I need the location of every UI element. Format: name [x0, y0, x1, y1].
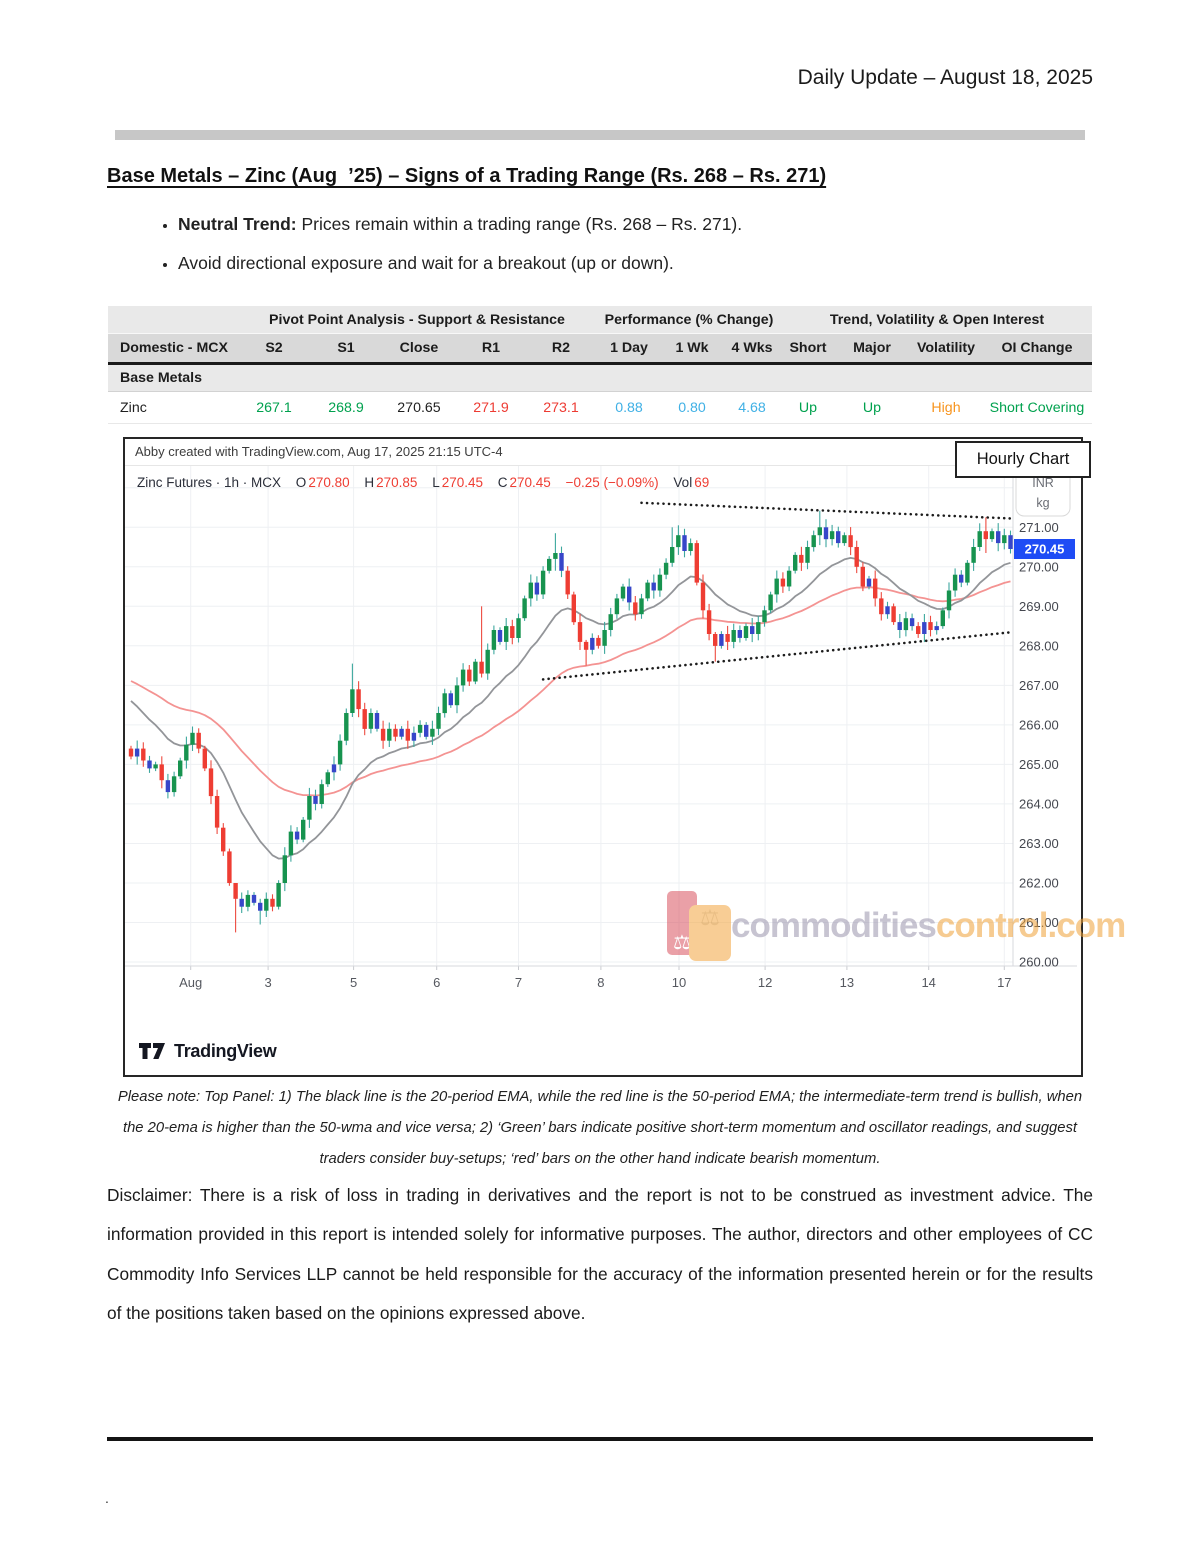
column-header-r1: R1	[481, 340, 501, 356]
svg-text:14: 14	[921, 975, 935, 990]
cell-1wk: 0.80	[678, 399, 706, 416]
legend-change: −0.25 (−0.09%)	[565, 475, 659, 490]
column-header-major: Major	[853, 340, 891, 356]
legend-high-label: H	[364, 475, 375, 490]
cell-close: 270.65	[397, 399, 441, 416]
cell-1day: 0.88	[615, 399, 643, 416]
svg-text:Aug: Aug	[179, 975, 202, 990]
bullet-text: Avoid directional exposure and wait for …	[178, 253, 674, 274]
svg-text:8: 8	[597, 975, 604, 990]
svg-text:265.00: 265.00	[1019, 757, 1059, 772]
column-header-short: Short	[789, 340, 827, 356]
svg-text:269.00: 269.00	[1019, 599, 1059, 614]
table-group-row: Pivot Point Analysis - Support & Resista…	[108, 306, 1092, 334]
chart-frame: Abby created with TradingView.com, Aug 1…	[123, 437, 1126, 1077]
cell-s1: 268.9	[328, 399, 364, 416]
svg-text:INR: INR	[1032, 476, 1054, 490]
table-header-row: Domestic - MCX S2 S1 Close R1 R2 1 Day 1…	[108, 334, 1092, 365]
legend-vol-value: 69	[694, 475, 710, 490]
bullet-item: Neutral Trend: Prices remain within a tr…	[178, 212, 1078, 237]
page-title: Daily Update – August 18, 2025	[797, 66, 1093, 89]
chart-credit: Abby created with TradingView.com, Aug 1…	[125, 439, 1081, 466]
column-header-volatility: Volatility	[916, 340, 976, 356]
legend-high-value: 270.85	[376, 475, 418, 490]
cell-s2: 267.1	[256, 399, 292, 416]
cell-4wks: 4.68	[738, 399, 766, 416]
column-header-1day: 1 Day	[610, 340, 648, 356]
group-label-performance: Performance (% Change)	[604, 311, 774, 328]
svg-text:267.00: 267.00	[1019, 678, 1059, 693]
svg-text:271.00: 271.00	[1019, 520, 1059, 535]
bullet-text: Prices remain within a trading range (Rs…	[296, 214, 743, 234]
svg-text:7: 7	[515, 975, 522, 990]
legend-low-value: 270.45	[441, 475, 483, 490]
svg-text:266.00: 266.00	[1019, 717, 1059, 732]
svg-text:263.00: 263.00	[1019, 836, 1059, 851]
hourly-chart-label: Hourly Chart	[955, 441, 1091, 478]
legend-vol-label: Vol	[673, 475, 693, 490]
section-row-label: Base Metals	[120, 370, 203, 386]
table-section-row: Base Metals	[108, 365, 1092, 392]
svg-text:kg: kg	[1036, 496, 1049, 510]
group-label-trend: Trend, Volatility & Open Interest	[829, 311, 1045, 328]
column-header-4wks: 4 Wks	[731, 340, 773, 356]
cell-major-trend: Up	[862, 399, 882, 416]
cell-r1: 271.9	[473, 399, 509, 416]
bullet-list: Neutral Trend: Prices remain within a tr…	[132, 212, 1078, 291]
legend-low-label: L	[432, 475, 440, 490]
svg-text:3: 3	[264, 975, 271, 990]
cell-r2: 273.1	[543, 399, 579, 416]
legend-symbol: Zinc Futures · 1h · MCX	[137, 475, 282, 490]
svg-text:261.00: 261.00	[1019, 915, 1059, 930]
column-header-1wk: 1 Wk	[675, 340, 709, 356]
legend-close-value: 270.45	[509, 475, 551, 490]
candlestick-chart: 260.00 261.00 262.00 263.00 264.00 265.00 266.…	[125, 466, 1077, 990]
column-header-close: Close	[399, 340, 439, 356]
chart-legend: Zinc Futures · 1h · MCX O 270.80 H 270.85 …	[137, 475, 711, 490]
chart-note: Please note: Top Panel: 1) The black lin…	[117, 1089, 1083, 1167]
pivot-table: Pivot Point Analysis - Support & Resista…	[108, 306, 1092, 424]
tradingview-footer: TradingView	[125, 1032, 1081, 1070]
svg-text:5: 5	[350, 975, 357, 990]
svg-text:264.00: 264.00	[1019, 796, 1059, 811]
group-label-pivot: Pivot Point Analysis - Support & Resista…	[269, 311, 565, 328]
svg-text:13: 13	[840, 975, 854, 990]
svg-text:260.00: 260.00	[1019, 955, 1059, 970]
cell-short-trend: Up	[798, 399, 818, 416]
cell-oi-change: Short Covering	[989, 399, 1085, 416]
column-header-s1: S1	[337, 340, 355, 356]
footer-dot: .	[105, 1490, 109, 1506]
section-title: Base Metals – Zinc (Aug ’25) – Signs of …	[107, 165, 827, 187]
tradingview-brand: TradingView	[174, 1040, 277, 1061]
bullet-lead: Neutral Trend:	[178, 214, 297, 234]
svg-text:12: 12	[758, 975, 772, 990]
header-divider	[115, 130, 1085, 140]
svg-text:262.00: 262.00	[1019, 876, 1059, 891]
svg-text:268.00: 268.00	[1019, 638, 1059, 653]
legend-open-label: O	[295, 475, 307, 490]
svg-text:10: 10	[672, 975, 686, 990]
cell-commodity: Zinc	[120, 399, 147, 416]
svg-text:6: 6	[433, 975, 440, 990]
bullet-item: Avoid directional exposure and wait for …	[178, 251, 1078, 276]
legend-close-label: C	[497, 475, 508, 490]
column-header-domestic: Domestic - MCX	[120, 340, 228, 356]
disclaimer: Disclaimer: There is a risk of loss in t…	[107, 1185, 1093, 1323]
column-header-s2: S2	[265, 340, 283, 356]
svg-text:17: 17	[997, 975, 1011, 990]
cell-volatility: High	[931, 399, 961, 416]
table-row: Zinc 267.1 268.9 270.65 271.9 273.1 0.88…	[108, 392, 1092, 424]
tradingview-logo-icon	[139, 1043, 165, 1059]
legend-open-value: 270.80	[308, 475, 350, 490]
svg-text:270.00: 270.00	[1019, 559, 1059, 574]
column-header-oi-change: OI Change	[1001, 340, 1073, 356]
svg-text:270.45: 270.45	[1025, 542, 1065, 557]
column-header-r2: R2	[551, 340, 571, 356]
bottom-rule	[107, 1437, 1093, 1441]
